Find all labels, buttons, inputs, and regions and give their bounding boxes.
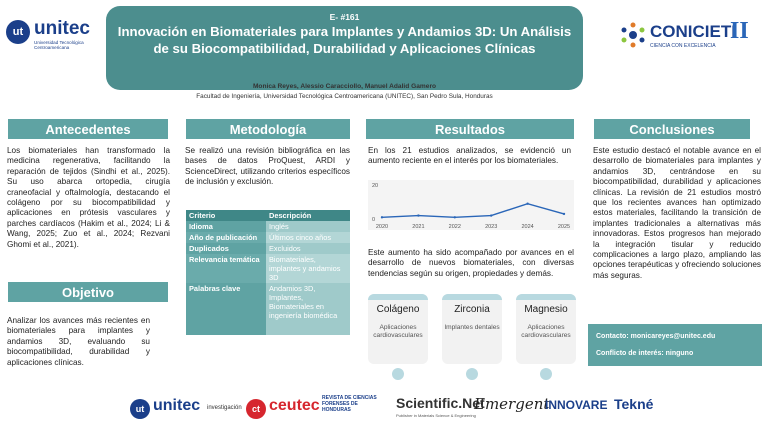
conflict-of-interest: Conflicto de interés: ninguno xyxy=(596,350,694,357)
chart-x-tick: 2023 xyxy=(485,224,497,230)
chart-point xyxy=(417,214,420,217)
conicieti-dots-icon xyxy=(621,22,645,48)
trend-line-chart: 2020 2021 2022 2023 2024 2025 0 20 xyxy=(368,180,574,230)
chart-series-line xyxy=(381,202,565,219)
table-cell: Últimos cinco años xyxy=(266,232,350,243)
chart-x-tick: 2022 xyxy=(449,224,461,230)
objetivo-heading: Objetivo xyxy=(8,282,168,302)
chart-point xyxy=(562,212,566,216)
footer-emergent-logo: Emergent xyxy=(474,395,550,413)
chart-point xyxy=(490,214,493,217)
footer-ceutec-mark: ct xyxy=(246,399,266,419)
footer-unitec-mark: ut xyxy=(130,399,150,419)
card-top-bar xyxy=(368,294,428,300)
contact-email: Contacto: monicareyes@unitec.edu xyxy=(596,333,716,340)
pin-icon xyxy=(392,368,404,380)
table-cell: Idioma xyxy=(186,221,266,232)
metodologia-heading: Metodología xyxy=(186,119,350,139)
table-row: Palabras clave Andamios 3D, Implantes, B… xyxy=(186,283,350,335)
footer-ceutec-logo: ceutec xyxy=(269,397,320,414)
unitec-logo-subtitle: Universidad Tecnológica Centroamericana xyxy=(34,40,84,51)
chart-x-tick: 2024 xyxy=(521,224,533,230)
event-id: E- #161 xyxy=(329,12,360,22)
table-cell: Biomateriales, implantes y andamios 3D xyxy=(266,254,350,283)
table-cell: Relevancia temática xyxy=(186,254,266,283)
conclusiones-body: Este estudio destacó el notable avance e… xyxy=(593,146,761,280)
footer-tekne-logo: Tekné xyxy=(614,396,654,412)
chart-point xyxy=(526,202,529,205)
table-row: Relevancia temática Biomateriales, impla… xyxy=(186,254,350,283)
resultados-heading: Resultados xyxy=(366,119,574,139)
table-header-criterio: Criterio xyxy=(186,210,266,221)
table-cell: Inglés xyxy=(266,221,350,232)
unitec-logo-text: unitec xyxy=(34,18,90,39)
footer-scientific-logo: Scientific.Net xyxy=(396,395,485,411)
poster-title: Innovación en Biomateriales para Implant… xyxy=(117,24,572,56)
card-colageno: Colágeno Aplicaciones cardiovasculares xyxy=(368,294,428,364)
contact-box: Contacto: monicareyes@unitec.edu Conflic… xyxy=(588,324,762,366)
conicieti-logo-tagline: CIENCIA CON EXCELENCIA xyxy=(650,43,716,49)
metodologia-body: Se realizó una revisión bibliográfica en… xyxy=(185,146,350,187)
card-zirconia: Zirconia Implantes dentales xyxy=(442,294,502,364)
card-magnesio: Magnesio Aplicaciones cardiovasculares xyxy=(516,294,576,364)
footer-unitec-logo: unitec xyxy=(153,397,201,414)
table-cell: Año de publicación xyxy=(186,232,266,243)
chart-x-tick: 2025 xyxy=(558,224,570,230)
resultados-body-1: En los 21 estudios analizados, se eviden… xyxy=(368,146,571,166)
card-subtitle: Aplicaciones cardiovasculares xyxy=(373,324,423,339)
conicieti-logo-numeral: II xyxy=(730,18,749,44)
conclusiones-heading: Conclusiones xyxy=(594,119,750,139)
table-row: Año de publicación Últimos cinco años xyxy=(186,232,350,243)
card-title: Magnesio xyxy=(524,304,568,315)
antecedentes-body: Los biomateriales han transformado la me… xyxy=(7,146,170,249)
table-header-row: Criterio Descripción xyxy=(186,210,350,221)
chart-background xyxy=(368,180,574,230)
card-title: Zirconia xyxy=(454,304,490,315)
authors: Monica Reyes, Alessio Caracciollo, Manue… xyxy=(252,83,437,90)
chart-x-tick: 2021 xyxy=(412,224,424,230)
chart-x-tick: 2020 xyxy=(376,224,388,230)
chart-y-tick: 20 xyxy=(372,183,378,189)
poster-header: E- #161 Innovación en Biomateriales para… xyxy=(106,6,583,90)
unitec-logo: ut unitec Universidad Tecnológica Centro… xyxy=(6,18,102,52)
table-row: Idioma Inglés xyxy=(186,221,350,232)
card-top-bar xyxy=(516,294,576,300)
objetivo-body: Analizar los avances más recientes en bi… xyxy=(7,316,150,367)
footer-revista-logo: REVISTA DE CIENCIAS FORENSES DE HONDURAS xyxy=(322,395,377,413)
card-subtitle: Aplicaciones cardiovasculares xyxy=(521,324,571,339)
card-subtitle: Implantes dentales xyxy=(444,324,500,331)
table-cell: Andamios 3D, Implantes, Biomateriales en… xyxy=(266,283,350,335)
footer-scientific-sub: Publisher in Materials Science & Enginee… xyxy=(396,413,476,418)
affiliation: Facultad de Ingeniería, Universidad Tecn… xyxy=(196,93,493,100)
chart-point xyxy=(453,216,456,219)
pin-icon xyxy=(540,368,552,380)
pin-icon xyxy=(466,368,478,380)
resultados-body-2: Este aumento ha sido acompañado por avan… xyxy=(368,248,574,278)
footer-investigacion: investigación xyxy=(207,405,242,411)
table-header-descripcion: Descripción xyxy=(266,210,350,221)
table-cell: Duplicados xyxy=(186,243,266,254)
chart-point xyxy=(380,216,384,219)
table-cell: Palabras clave xyxy=(186,283,266,335)
unitec-logo-mark: ut xyxy=(6,20,30,44)
footer-innovare-logo: INNOVARE xyxy=(545,398,608,412)
card-top-bar xyxy=(442,294,502,300)
antecedentes-heading: Antecedentes xyxy=(8,119,168,139)
footer-logos: ut unitec investigación ct ceutec REVIST… xyxy=(0,387,768,432)
chart-y-tick: 0 xyxy=(372,217,375,223)
table-cell: Excluidos xyxy=(266,243,350,254)
card-title: Colágeno xyxy=(376,304,420,315)
conicieti-logo: CONICIETI II CIENCIA CON EXCELENCIA xyxy=(614,8,762,56)
methodology-table: Criterio Descripción Idioma Inglés Año d… xyxy=(186,210,350,335)
table-row: Duplicados Excluidos xyxy=(186,243,350,254)
conicieti-logo-text: CONICIETI xyxy=(650,22,736,41)
